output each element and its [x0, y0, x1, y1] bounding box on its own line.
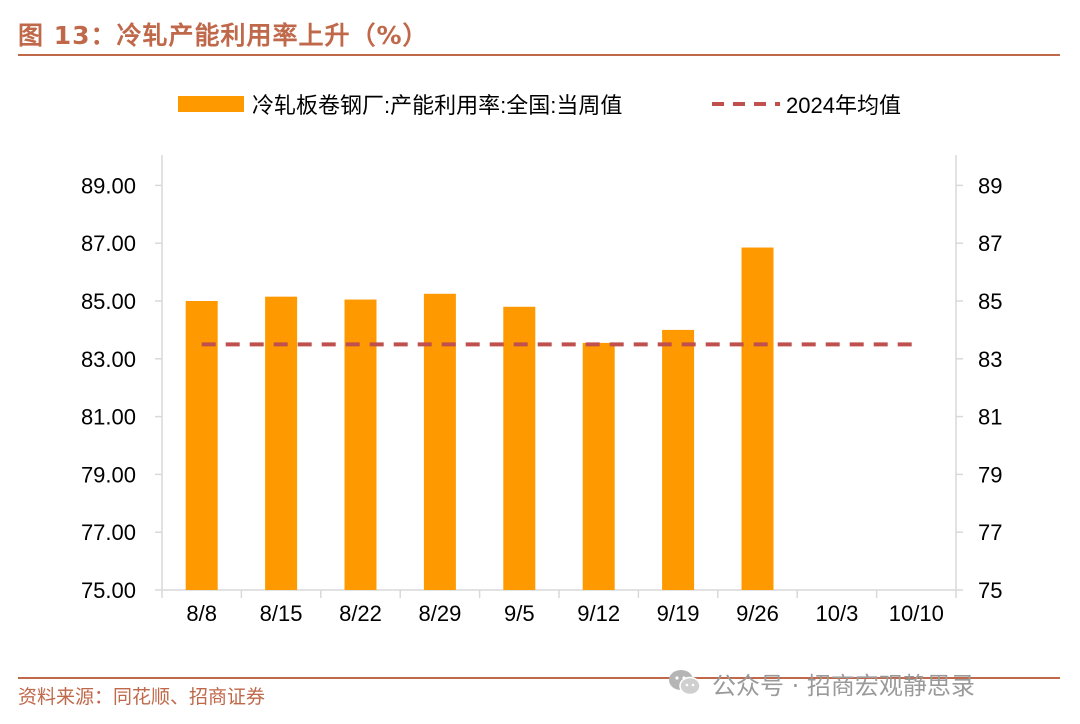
bar-series — [185, 247, 774, 590]
x-tick-label: 10/3 — [815, 601, 858, 626]
bar — [503, 306, 536, 590]
right-y-tick-label: 85 — [978, 289, 1002, 314]
right-y-tick-label: 89 — [978, 173, 1002, 198]
right-y-tick-label: 87 — [978, 231, 1002, 256]
bar — [265, 296, 298, 590]
legend-swatch-bar — [178, 96, 244, 112]
right-y-tick-label: 79 — [978, 462, 1002, 487]
chart-title: 图 13：冷轧产能利用率上升（%） — [18, 21, 429, 50]
x-tick-label: 8/29 — [418, 601, 461, 626]
x-tick-label: 9/12 — [577, 601, 620, 626]
left-y-tick-label: 89.00 — [81, 173, 136, 198]
x-tick-label: 8/15 — [260, 601, 303, 626]
wechat-icon — [669, 670, 701, 696]
left-y-tick-label: 83.00 — [81, 347, 136, 372]
x-tick-label: 9/5 — [504, 601, 535, 626]
left-y-tick-label: 85.00 — [81, 289, 136, 314]
left-y-tick-label: 79.00 — [81, 462, 136, 487]
right-y-tick-label: 77 — [978, 520, 1002, 545]
x-tick-label: 9/19 — [657, 601, 700, 626]
bar — [423, 293, 456, 590]
axis-labels: 75.00 77.00 79.00 81.00 83.00 85.00 87.00 89.00… — [81, 173, 1003, 626]
footer-divider — [18, 677, 1060, 679]
x-tick-label: 10/10 — [889, 601, 944, 626]
source-note: 资料来源：同花顺、招商证券 — [18, 686, 266, 708]
bar — [344, 299, 377, 590]
left-y-tick-label: 81.00 — [81, 405, 136, 430]
watermark: 公众号 · 招商宏观静思录 — [668, 665, 975, 701]
watermark-text: 公众号 · 招商宏观静思录 — [712, 671, 975, 700]
left-y-tick-label: 87.00 — [81, 231, 136, 256]
legend-label-bar: 冷轧板卷钢厂:产能利用率:全国:当周值 — [252, 93, 622, 118]
x-tick-label: 8/22 — [339, 601, 382, 626]
bar — [741, 247, 774, 590]
x-tick-label: 9/26 — [736, 601, 779, 626]
left-y-tick-label: 77.00 — [81, 520, 136, 545]
right-y-tick-label: 83 — [978, 347, 1002, 372]
bar — [662, 329, 695, 590]
right-y-tick-label: 75 — [978, 578, 1002, 603]
legend-label-avg-line: 2024年均值 — [786, 93, 901, 118]
title-divider — [18, 54, 1060, 56]
chart-canvas: 冷轧板卷钢厂:产能利用率:全国:当周值 2024年均值 75.00 77.00 79… — [81, 93, 1003, 626]
right-y-tick-label: 81 — [978, 405, 1002, 430]
x-tick-label: 8/8 — [186, 601, 217, 626]
bar — [185, 301, 218, 590]
bar — [582, 342, 615, 590]
left-y-tick-label: 75.00 — [81, 578, 136, 603]
legend: 冷轧板卷钢厂:产能利用率:全国:当周值 2024年均值 — [178, 93, 901, 118]
